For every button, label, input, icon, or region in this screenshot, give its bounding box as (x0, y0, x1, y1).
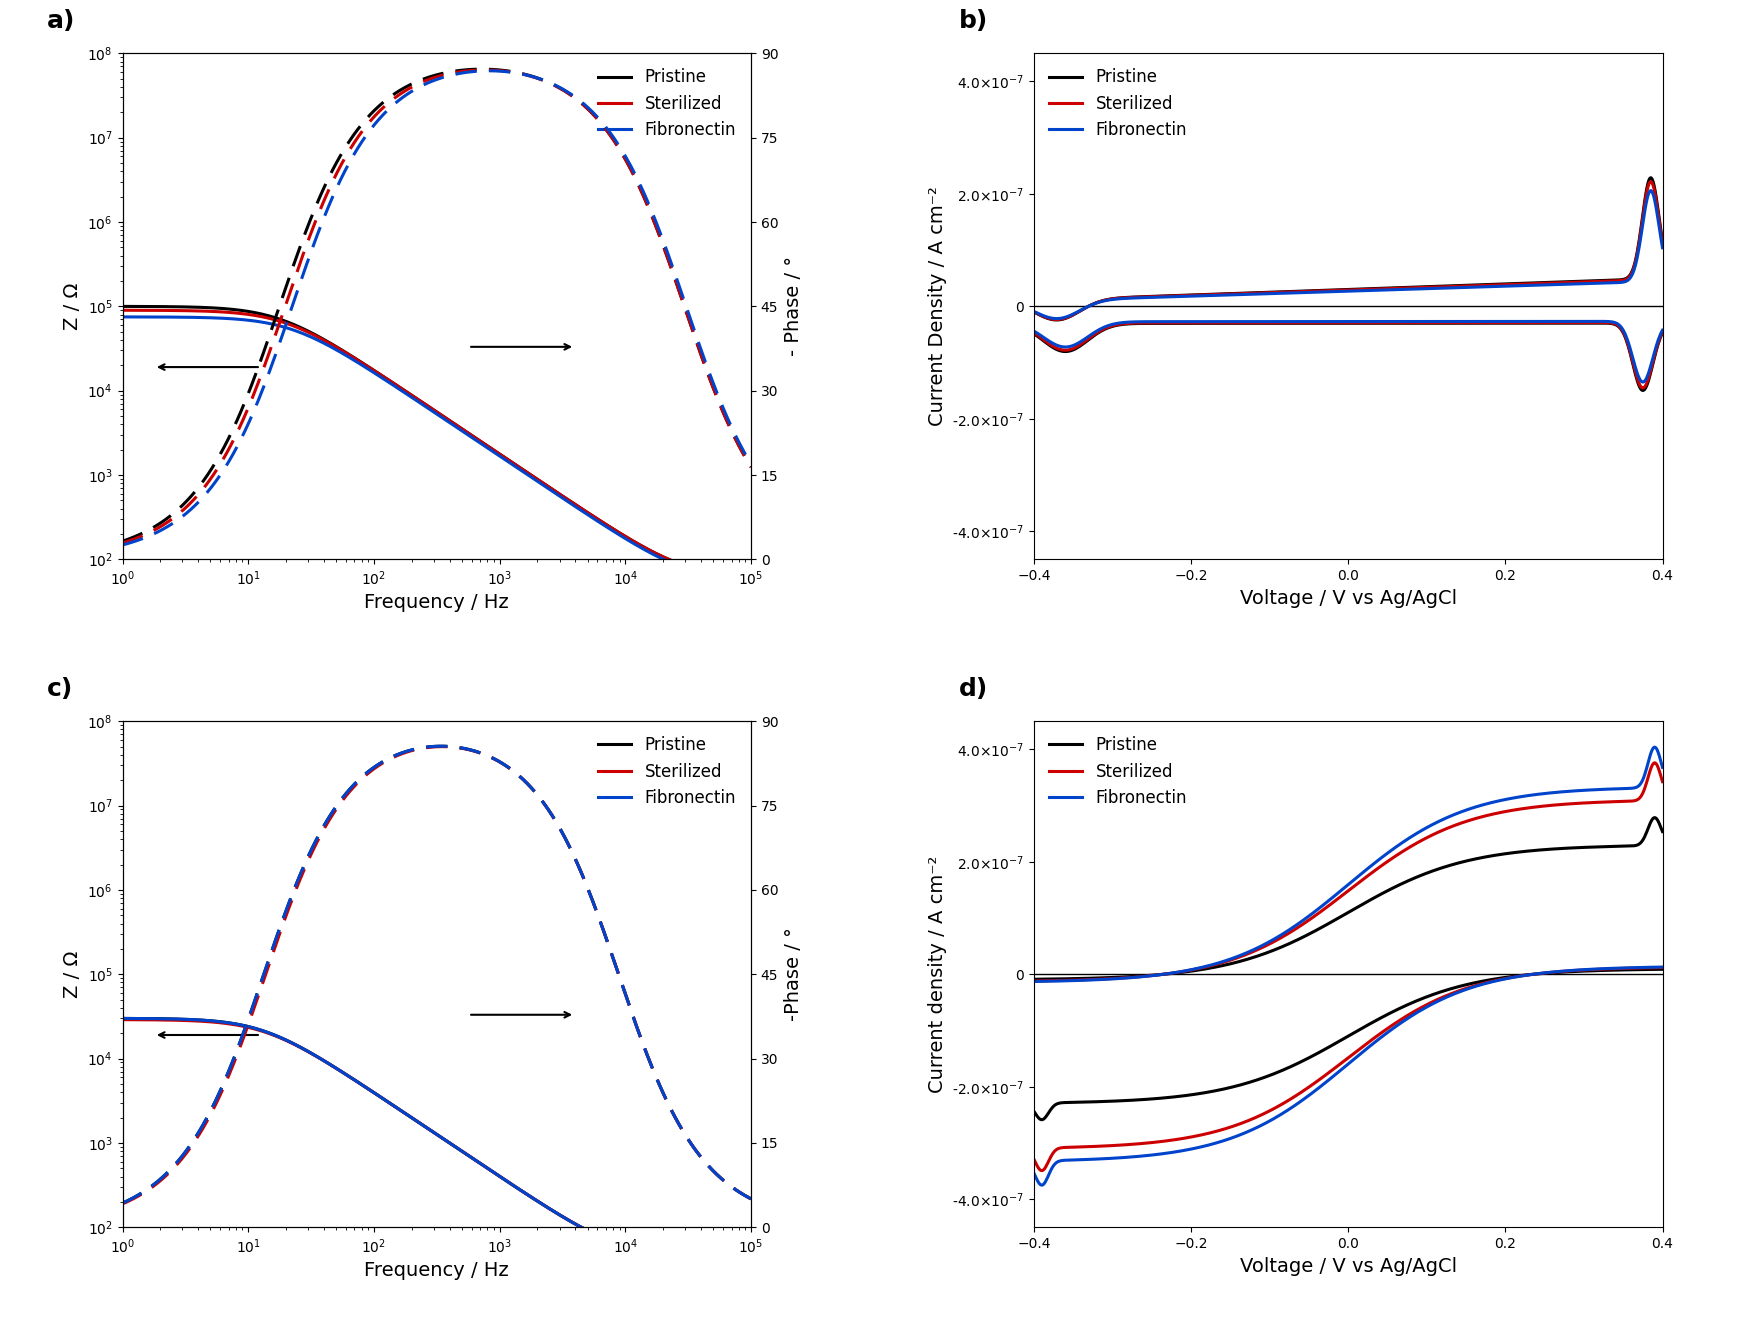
Y-axis label: Current Density / A cm⁻²: Current Density / A cm⁻² (928, 187, 947, 427)
Y-axis label: Z / Ω: Z / Ω (63, 951, 82, 998)
Text: d): d) (959, 678, 987, 702)
X-axis label: Voltage / V vs Ag/AgCl: Voltage / V vs Ag/AgCl (1239, 1257, 1456, 1275)
Y-axis label: Current density / A cm⁻²: Current density / A cm⁻² (928, 855, 947, 1093)
Y-axis label: Z / Ω: Z / Ω (63, 283, 82, 329)
Text: c): c) (47, 678, 74, 702)
Legend: Pristine, Sterilized, Fibronectin: Pristine, Sterilized, Fibronectin (1043, 61, 1194, 145)
Legend: Pristine, Sterilized, Fibronectin: Pristine, Sterilized, Fibronectin (592, 730, 742, 814)
X-axis label: Frequency / Hz: Frequency / Hz (364, 594, 509, 612)
Text: b): b) (959, 9, 987, 33)
X-axis label: Frequency / Hz: Frequency / Hz (364, 1261, 509, 1281)
Y-axis label: - Phase / °: - Phase / ° (784, 256, 803, 356)
Y-axis label: -Phase / °: -Phase / ° (784, 927, 803, 1022)
X-axis label: Voltage / V vs Ag/AgCl: Voltage / V vs Ag/AgCl (1239, 588, 1456, 608)
Legend: Pristine, Sterilized, Fibronectin: Pristine, Sterilized, Fibronectin (592, 61, 742, 145)
Legend: Pristine, Sterilized, Fibronectin: Pristine, Sterilized, Fibronectin (1043, 730, 1194, 814)
Text: a): a) (47, 9, 75, 33)
